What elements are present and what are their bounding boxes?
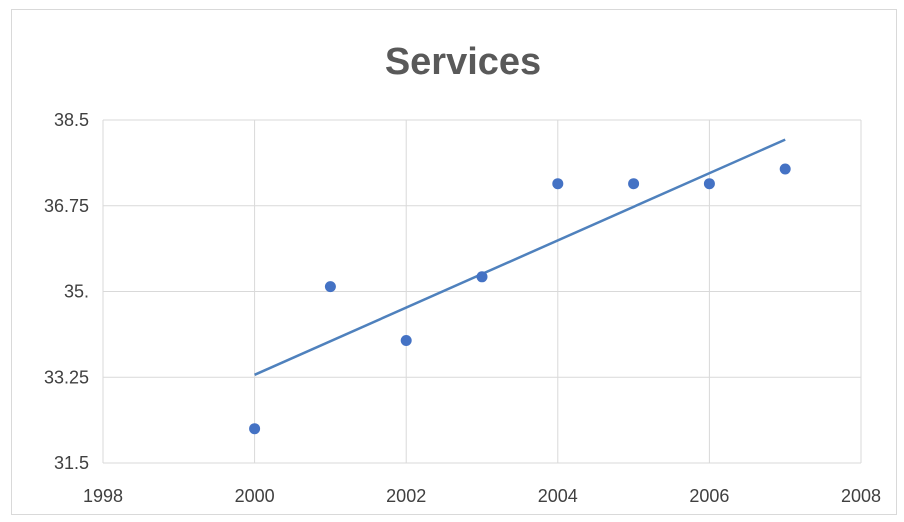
data-point: [552, 178, 564, 190]
y-tick-label: 36.75: [44, 196, 89, 216]
y-tick-label: 38.5: [54, 110, 89, 130]
data-point: [779, 163, 791, 175]
data-points: [249, 163, 791, 435]
trendline: [254, 138, 786, 376]
trendline-group: [254, 138, 786, 376]
x-tick-label: 1998: [83, 486, 123, 506]
data-point: [324, 281, 336, 293]
data-point: [249, 423, 261, 435]
y-tick-label: 35.: [64, 282, 89, 302]
axis-tick-labels: 38.5 36.75 35. 33.25 31.5 1998 2000 2002 2004 200…: [44, 110, 881, 506]
data-point: [400, 335, 412, 346]
x-tick-label: 2008: [841, 486, 881, 506]
chart-title: Services: [385, 41, 541, 83]
gridlines: [102, 119, 862, 464]
y-tick-label: 33.25: [44, 367, 89, 387]
data-point: [476, 271, 488, 283]
x-tick-label: 2002: [386, 486, 426, 506]
x-tick-label: 2004: [538, 486, 578, 506]
data-point: [703, 178, 715, 190]
x-tick-label: 2000: [235, 486, 275, 506]
chart-frame: [11, 9, 897, 515]
y-tick-label: 31.5: [54, 453, 89, 473]
data-point: [628, 178, 640, 190]
x-tick-label: 2006: [689, 486, 729, 506]
